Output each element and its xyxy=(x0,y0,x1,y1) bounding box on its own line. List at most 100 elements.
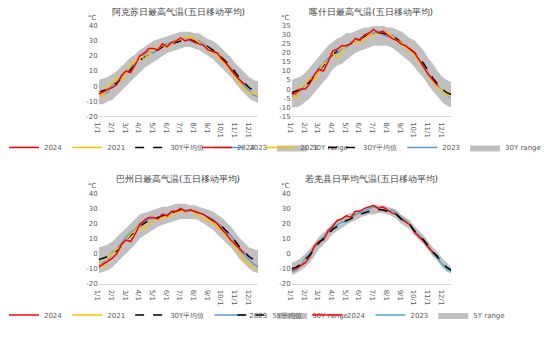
svg-text:-20: -20 xyxy=(86,280,97,288)
svg-text:°C: °C xyxy=(281,14,290,22)
svg-text:-20: -20 xyxy=(86,113,97,121)
svg-text:30Y平均值: 30Y平均值 xyxy=(170,312,204,320)
svg-text:巴州日最高气温(五日移动平均): 巴州日最高气温(五日移动平均) xyxy=(116,174,240,184)
svg-text:5Y平均值: 5Y平均值 xyxy=(272,312,302,320)
svg-text:20: 20 xyxy=(89,220,98,228)
svg-text:2024: 2024 xyxy=(347,312,365,320)
svg-text:°C: °C xyxy=(281,182,290,190)
svg-text:12/1: 12/1 xyxy=(244,122,252,138)
svg-text:7/1: 7/1 xyxy=(368,290,376,301)
svg-text:25: 25 xyxy=(282,40,291,48)
svg-text:°C: °C xyxy=(88,182,97,190)
svg-text:4/1: 4/1 xyxy=(134,290,142,301)
svg-text:2/1: 2/1 xyxy=(107,290,115,301)
svg-text:3/1: 3/1 xyxy=(121,122,129,133)
svg-text:3/1: 3/1 xyxy=(313,122,321,133)
svg-text:°C: °C xyxy=(88,14,97,22)
svg-text:8/1: 8/1 xyxy=(189,122,197,133)
svg-text:阿克苏日最高气温(五日移动平均): 阿克苏日最高气温(五日移动平均) xyxy=(112,7,245,17)
svg-text:5/1: 5/1 xyxy=(148,290,156,301)
svg-text:若羌县日平均气温(五日移动平均): 若羌县日平均气温(五日移动平均) xyxy=(305,174,438,184)
svg-text:-15: -15 xyxy=(279,113,290,121)
svg-text:3/1: 3/1 xyxy=(121,290,129,301)
svg-text:2/1: 2/1 xyxy=(107,122,115,133)
svg-text:4/1: 4/1 xyxy=(134,122,142,133)
svg-text:2/1: 2/1 xyxy=(300,122,308,133)
svg-text:2021: 2021 xyxy=(107,144,125,152)
svg-text:6/1: 6/1 xyxy=(354,122,362,133)
svg-text:-10: -10 xyxy=(279,104,290,112)
svg-text:1/1: 1/1 xyxy=(93,122,101,133)
svg-text:0: 0 xyxy=(93,250,97,258)
svg-text:11/1: 11/1 xyxy=(230,290,238,306)
svg-text:-20: -20 xyxy=(279,280,290,288)
svg-text:30Y平均值: 30Y平均值 xyxy=(363,144,397,152)
svg-text:8/1: 8/1 xyxy=(382,122,390,133)
svg-text:5/1: 5/1 xyxy=(341,290,349,301)
svg-text:30: 30 xyxy=(89,37,98,45)
svg-text:-10: -10 xyxy=(279,265,290,273)
svg-text:10: 10 xyxy=(89,67,98,75)
svg-text:10: 10 xyxy=(282,67,291,75)
svg-text:6/1: 6/1 xyxy=(162,122,170,133)
svg-text:4/1: 4/1 xyxy=(327,290,335,301)
svg-text:12/1: 12/1 xyxy=(244,290,252,306)
svg-text:40: 40 xyxy=(282,190,291,198)
svg-text:1/1: 1/1 xyxy=(93,290,101,301)
svg-text:40: 40 xyxy=(89,190,98,198)
svg-text:-10: -10 xyxy=(86,98,97,106)
svg-text:6/1: 6/1 xyxy=(354,290,362,301)
svg-text:2024: 2024 xyxy=(237,144,255,152)
svg-text:30: 30 xyxy=(282,205,291,213)
svg-text:9/1: 9/1 xyxy=(203,290,211,301)
svg-text:10/1: 10/1 xyxy=(409,290,417,306)
svg-text:30: 30 xyxy=(282,31,291,39)
svg-text:9/1: 9/1 xyxy=(396,290,404,301)
svg-text:1/1: 1/1 xyxy=(286,290,294,301)
svg-text:5/1: 5/1 xyxy=(148,122,156,133)
svg-text:喀什日最高气温(五日移动平均): 喀什日最高气温(五日移动平均) xyxy=(309,7,433,17)
svg-text:0: 0 xyxy=(286,86,290,94)
svg-text:10: 10 xyxy=(89,235,98,243)
svg-text:30Y平均值: 30Y平均值 xyxy=(170,144,204,152)
svg-text:8/1: 8/1 xyxy=(189,290,197,301)
svg-text:11/1: 11/1 xyxy=(423,290,431,306)
svg-text:3/1: 3/1 xyxy=(313,290,321,301)
svg-text:12/1: 12/1 xyxy=(437,122,445,138)
svg-text:12/1: 12/1 xyxy=(437,290,445,306)
svg-text:4/1: 4/1 xyxy=(327,122,335,133)
svg-text:30: 30 xyxy=(89,205,98,213)
svg-text:7/1: 7/1 xyxy=(368,122,376,133)
svg-text:15: 15 xyxy=(282,58,291,66)
svg-text:9/1: 9/1 xyxy=(396,122,404,133)
svg-text:10/1: 10/1 xyxy=(216,290,224,306)
svg-text:35: 35 xyxy=(282,22,291,30)
svg-text:5: 5 xyxy=(286,76,290,84)
svg-text:2024: 2024 xyxy=(44,312,62,320)
svg-text:7/1: 7/1 xyxy=(175,290,183,301)
svg-text:8/1: 8/1 xyxy=(382,290,390,301)
svg-text:1/1: 1/1 xyxy=(286,122,294,133)
svg-text:9/1: 9/1 xyxy=(203,122,211,133)
svg-text:6/1: 6/1 xyxy=(162,290,170,301)
svg-text:20: 20 xyxy=(89,52,98,60)
svg-text:20: 20 xyxy=(282,49,291,57)
svg-text:-5: -5 xyxy=(284,95,291,103)
svg-text:40: 40 xyxy=(89,22,98,30)
svg-text:0: 0 xyxy=(286,250,290,258)
svg-text:11/1: 11/1 xyxy=(423,122,431,138)
svg-text:10/1: 10/1 xyxy=(409,122,417,138)
svg-text:5Y range: 5Y range xyxy=(473,312,504,320)
svg-text:30Y range: 30Y range xyxy=(505,144,541,152)
svg-text:10/1: 10/1 xyxy=(216,122,224,138)
svg-text:2/1: 2/1 xyxy=(300,290,308,301)
svg-text:-10: -10 xyxy=(86,265,97,273)
svg-text:2023: 2023 xyxy=(410,312,428,320)
svg-text:2024: 2024 xyxy=(44,144,62,152)
svg-text:2021: 2021 xyxy=(107,312,125,320)
svg-text:2021: 2021 xyxy=(300,144,318,152)
svg-text:10: 10 xyxy=(282,235,291,243)
svg-text:30Y range: 30Y range xyxy=(312,312,348,320)
svg-text:0: 0 xyxy=(93,83,97,91)
svg-text:7/1: 7/1 xyxy=(175,122,183,133)
